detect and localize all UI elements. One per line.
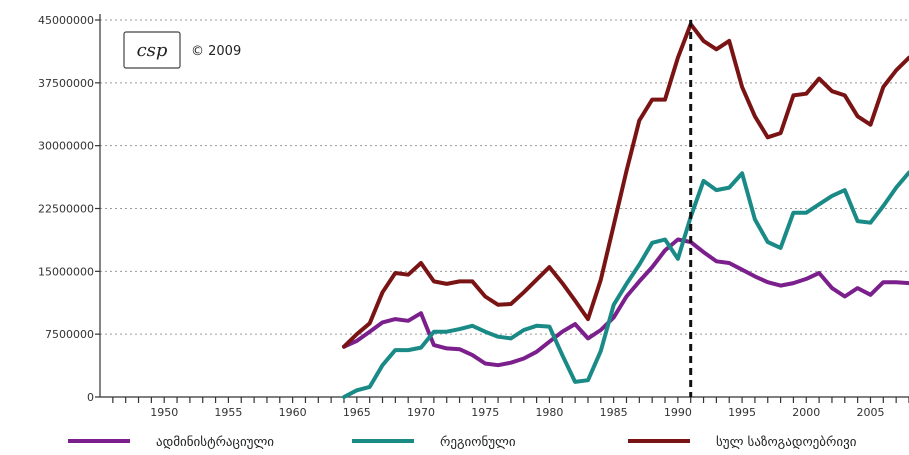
x-tick-label: 1950 [150,406,178,419]
logo: csp © 2009 [123,31,241,69]
copyright-text: © 2009 [191,44,241,59]
grid-layer [100,19,909,335]
x-tick-label: 2005 [856,406,884,419]
y-tick-label: 30000000 [38,140,94,153]
legend-label-3: სულ საზოგადოებრივი [716,435,857,450]
x-tick-label: 2000 [792,406,820,419]
x-tick-label: 1985 [600,406,628,419]
x-tick-label: 1965 [343,406,371,419]
x-tick-label: 1960 [279,406,307,419]
series-line-1 [342,237,909,368]
series-layer [342,22,909,399]
legend-label-2: რეგიონული [440,435,516,450]
x-tick-label: 1995 [728,406,756,419]
logo-text: csp [137,40,168,61]
x-tick-label: 1955 [214,406,242,419]
series-line-3 [342,22,909,349]
x-tick-label: 1980 [535,406,563,419]
y-tick-label: 15000000 [38,265,94,278]
x-tick-labels: 1950 1955 1960 1965 1970 1975 1980 1985 1990 1995… [150,406,884,419]
y-tick-label: 7500000 [45,328,94,341]
legend-label-1: ადმინისტრაციული [156,435,274,450]
y-tick-label: 37500000 [38,77,94,90]
axes-layer [95,14,909,403]
x-tick-label: 1975 [471,406,499,419]
x-tick-label: 1970 [407,406,435,419]
y-tick-label: 0 [87,391,94,404]
x-tick-label: 1990 [664,406,692,419]
y-tick-labels: 0 7500000 15000000 22500000 30000000 37500000… [38,14,94,404]
y-tick-label: 22500000 [38,203,94,216]
legend: ადმინისტრაციული რეგიონული სულ საზოგადოებრი… [68,435,857,450]
y-tick-label: 45000000 [38,14,94,27]
logo-box [123,31,181,69]
series-line-2 [342,170,909,399]
